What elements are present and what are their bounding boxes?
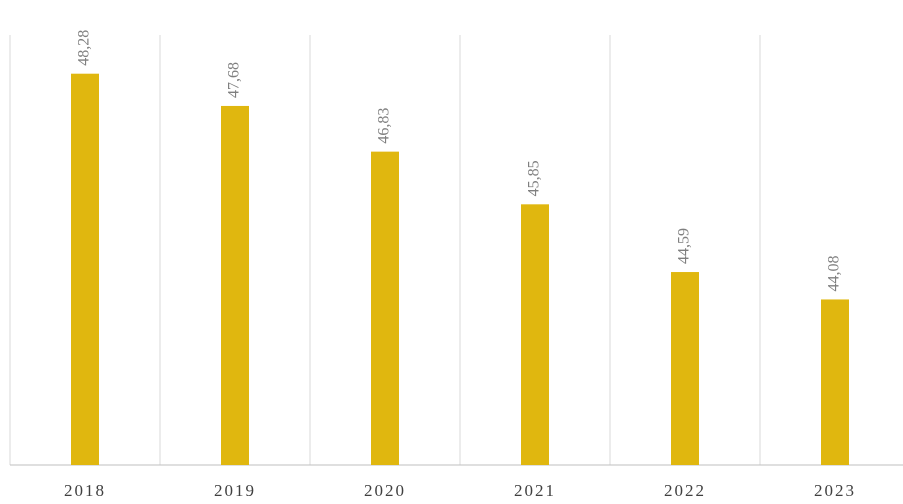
x-tick-label: 2019 bbox=[214, 481, 256, 500]
bar bbox=[71, 73, 99, 465]
x-tick-label: 2020 bbox=[364, 481, 406, 500]
data-label: 45,85 bbox=[526, 160, 543, 196]
bar bbox=[371, 151, 399, 465]
bar bbox=[821, 299, 849, 465]
x-tick-label: 2023 bbox=[814, 481, 856, 500]
data-label: 44,59 bbox=[676, 228, 693, 264]
data-label: 44,08 bbox=[826, 255, 843, 291]
bar bbox=[671, 272, 699, 465]
data-label: 46,83 bbox=[376, 108, 393, 144]
bar bbox=[221, 105, 249, 465]
x-tick-label: 2022 bbox=[664, 481, 706, 500]
bar bbox=[521, 204, 549, 465]
x-tick-label: 2018 bbox=[64, 481, 106, 500]
data-label: 48,28 bbox=[76, 30, 93, 66]
x-tick-label: 2021 bbox=[514, 481, 556, 500]
data-label: 47,68 bbox=[226, 62, 243, 98]
